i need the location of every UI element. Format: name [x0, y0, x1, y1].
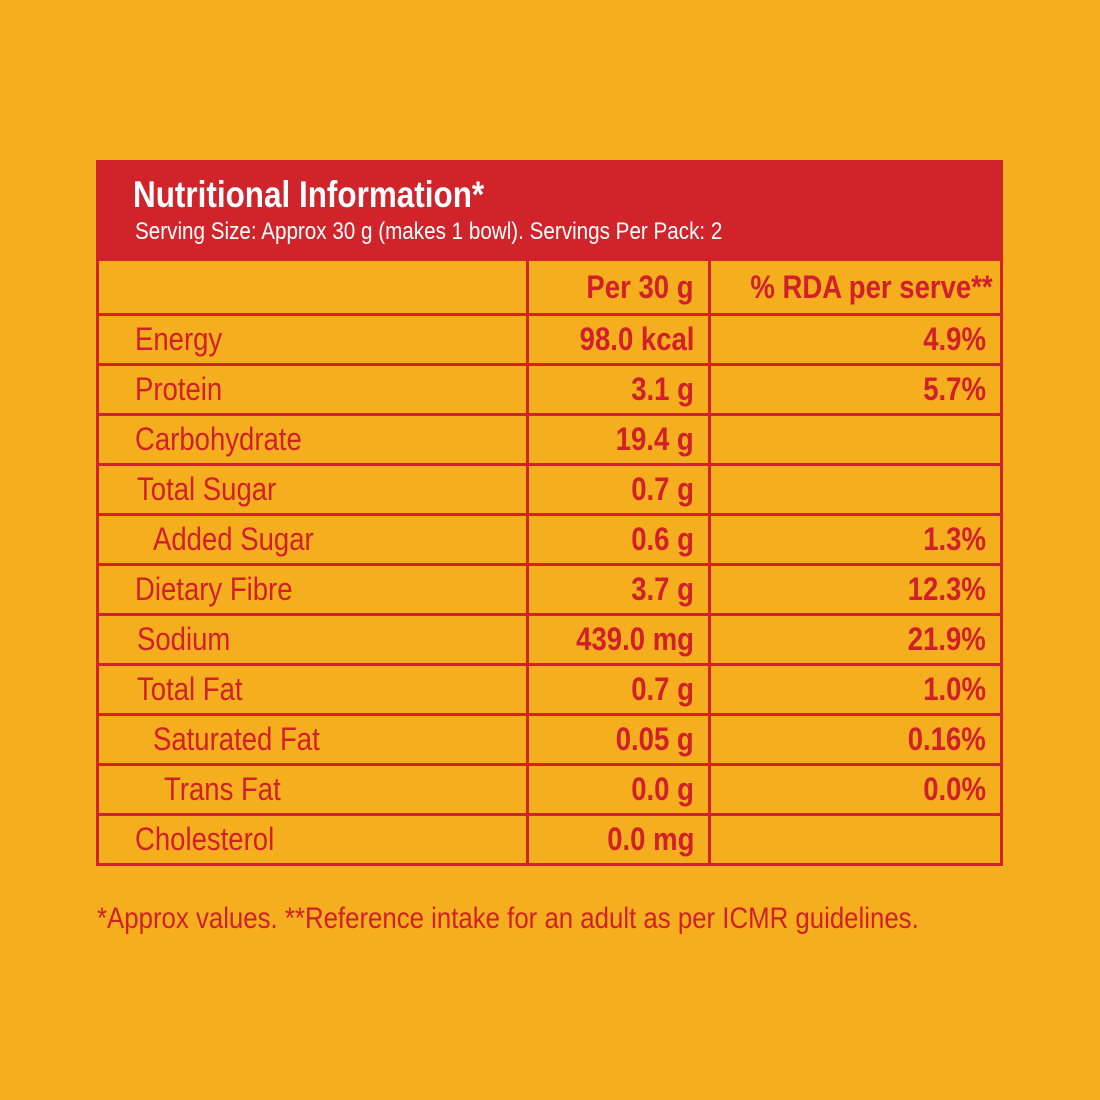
table-header-row: Per 30 g % RDA per serve**: [96, 258, 1003, 316]
nutrient-name: Total Sugar: [96, 463, 529, 516]
table-row: Trans Fat 0.0 g 0.0%: [96, 763, 1003, 816]
rda-value: 12.3%: [708, 563, 1003, 616]
rda-value: 0.0%: [708, 763, 1003, 816]
per-serving-value: 439.0 mg: [526, 613, 711, 666]
nutrient-name: Protein: [96, 363, 529, 416]
table-row: Protein 3.1 g 5.7%: [96, 363, 1003, 416]
panel-header: Nutritional Information* Serving Size: A…: [96, 160, 1003, 258]
per-serving-value: 0.0 mg: [526, 813, 711, 866]
column-header-rda: % RDA per serve**: [708, 258, 1003, 316]
table-row: Carbohydrate 19.4 g: [96, 413, 1003, 466]
table-row: Added Sugar 0.6 g 1.3%: [96, 513, 1003, 566]
nutrient-name: Saturated Fat: [96, 713, 529, 766]
per-serving-value: 0.6 g: [526, 513, 711, 566]
rda-value: [708, 413, 1003, 466]
nutrient-name: Cholesterol: [96, 813, 529, 866]
table-row: Sodium 439.0 mg 21.9%: [96, 613, 1003, 666]
table-row: Total Sugar 0.7 g: [96, 463, 1003, 516]
column-header-per-serving: Per 30 g: [526, 258, 711, 316]
nutrient-name: Carbohydrate: [96, 413, 529, 466]
nutrient-name: Dietary Fibre: [96, 563, 529, 616]
per-serving-value: 0.7 g: [526, 463, 711, 516]
rda-value: 1.0%: [708, 663, 1003, 716]
panel-title: Nutritional Information*: [133, 174, 485, 215]
rda-value: 1.3%: [708, 513, 1003, 566]
per-serving-value: 0.0 g: [526, 763, 711, 816]
per-serving-value: 3.7 g: [526, 563, 711, 616]
nutrient-name: Trans Fat: [96, 763, 529, 816]
per-serving-value: 0.05 g: [526, 713, 711, 766]
per-serving-value: 3.1 g: [526, 363, 711, 416]
rda-value: 0.16%: [708, 713, 1003, 766]
rda-value: 4.9%: [708, 313, 1003, 366]
rda-value: [708, 813, 1003, 866]
rda-value: [708, 463, 1003, 516]
column-header-nutrient: [96, 258, 529, 316]
per-serving-value: 0.7 g: [526, 663, 711, 716]
nutrient-name: Added Sugar: [96, 513, 529, 566]
per-serving-value: 19.4 g: [526, 413, 711, 466]
per-serving-value: 98.0 kcal: [526, 313, 711, 366]
footnote: *Approx values. **Reference intake for a…: [97, 902, 919, 935]
nutrition-table: Per 30 g % RDA per serve** Energy 98.0 k…: [96, 258, 1003, 866]
nutrient-name: Total Fat: [96, 663, 529, 716]
nutrient-name: Sodium: [96, 613, 529, 666]
nutrition-panel: Nutritional Information* Serving Size: A…: [96, 160, 1003, 866]
table-row: Energy 98.0 kcal 4.9%: [96, 313, 1003, 366]
rda-value: 5.7%: [708, 363, 1003, 416]
table-row: Total Fat 0.7 g 1.0%: [96, 663, 1003, 716]
rda-value: 21.9%: [708, 613, 1003, 666]
table-row: Saturated Fat 0.05 g 0.16%: [96, 713, 1003, 766]
nutrient-name: Energy: [96, 313, 529, 366]
table-row: Cholesterol 0.0 mg: [96, 813, 1003, 866]
serving-info: Serving Size: Approx 30 g (makes 1 bowl)…: [135, 218, 723, 245]
table-row: Dietary Fibre 3.7 g 12.3%: [96, 563, 1003, 616]
